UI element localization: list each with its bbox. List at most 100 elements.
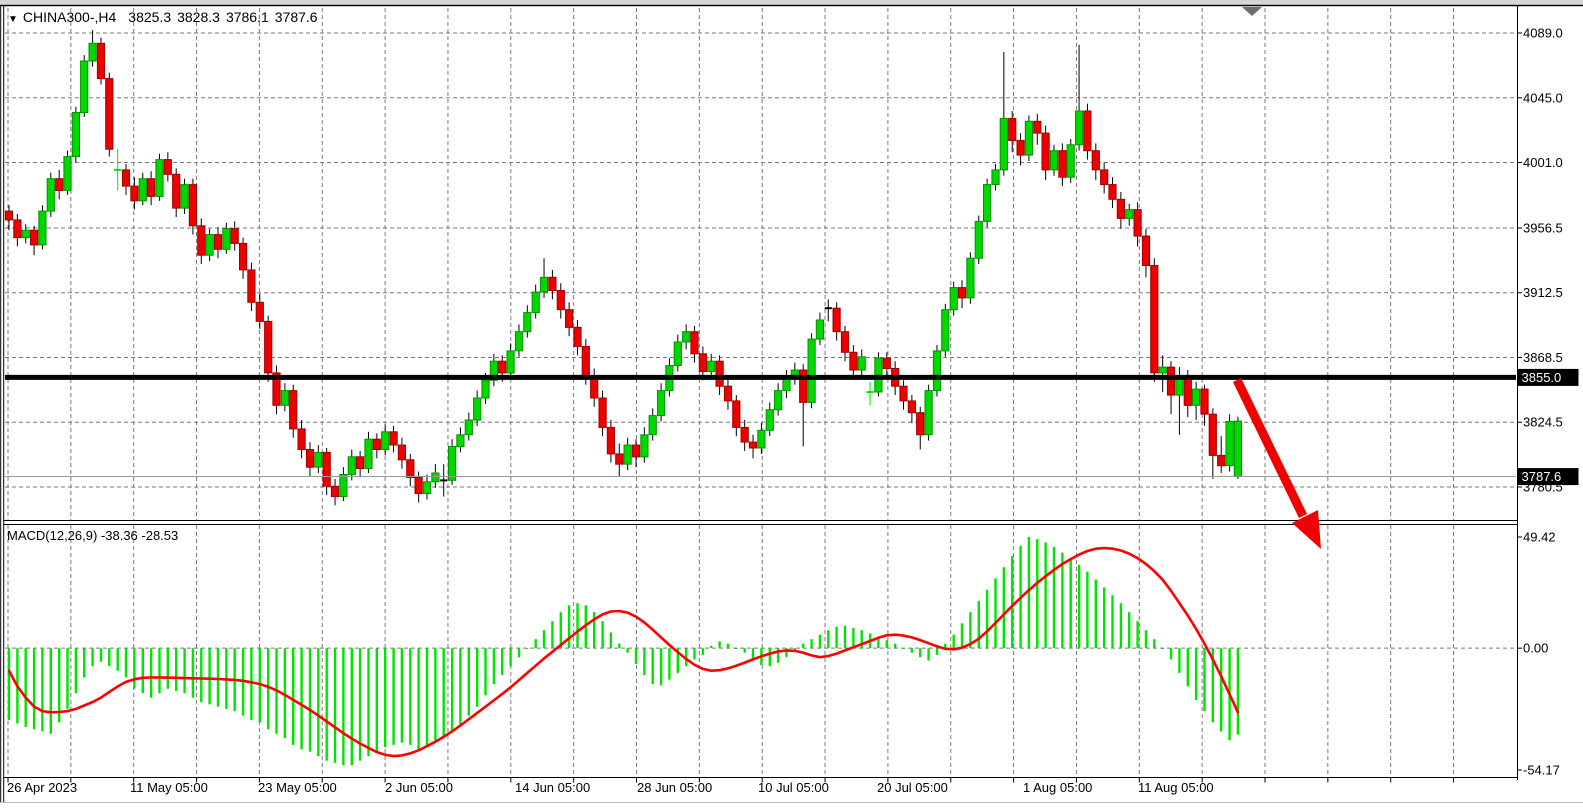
- macd-histogram-bar: [835, 626, 838, 649]
- bear-candle: [397, 444, 406, 461]
- bull-candle: [422, 481, 432, 495]
- macd-histogram-bar: [894, 643, 897, 649]
- bull-candle: [63, 156, 72, 191]
- bear-candle: [723, 385, 733, 402]
- macd-histogram-bar: [919, 648, 922, 658]
- macd-axis-label: 49.42: [1523, 530, 1556, 545]
- macd-histogram-bar: [7, 648, 11, 721]
- bear-candle: [147, 178, 156, 197]
- macd-histogram-bar: [400, 648, 404, 743]
- macd-histogram-bar: [476, 648, 479, 707]
- bear-candle: [264, 320, 273, 374]
- macd-histogram-bar: [83, 648, 86, 678]
- price-axis-label: 4001.0: [1523, 155, 1563, 170]
- macd-histogram-bar: [1061, 552, 1064, 649]
- bear-candle: [1133, 209, 1142, 237]
- date-axis-label: 10 Jul 05:00: [758, 780, 829, 795]
- bear-candle: [1166, 366, 1176, 396]
- bull-candle: [999, 117, 1008, 171]
- macd-histogram-bar: [685, 648, 688, 667]
- macd-histogram-bar: [24, 648, 27, 727]
- macd-histogram-bar: [58, 648, 61, 723]
- bear-candle: [1016, 139, 1025, 156]
- macd-histogram-bar: [91, 648, 94, 667]
- date-axis-label: 11 May 05:00: [130, 780, 208, 795]
- macd-histogram-bar: [267, 648, 270, 730]
- bear-candle: [1108, 184, 1117, 200]
- bear-candle: [172, 173, 181, 209]
- bull-candle: [807, 338, 816, 403]
- chart-shift-marker-icon[interactable]: [1242, 7, 1262, 16]
- macd-histogram-bar: [567, 605, 571, 649]
- bull-candle: [1175, 376, 1184, 396]
- macd-histogram-bar: [208, 648, 211, 705]
- price-axis-label: 4089.0: [1523, 26, 1563, 41]
- bear-candle: [406, 459, 415, 478]
- bull-candle: [1066, 144, 1075, 178]
- date-axis-label: 23 May 05:00: [258, 780, 337, 795]
- bull-candle: [514, 331, 524, 352]
- date-axis-label: 14 Jun 05:00: [515, 780, 590, 795]
- bear-candle: [1091, 150, 1100, 171]
- macd-histogram-bar: [32, 648, 36, 730]
- bear-candle: [1217, 454, 1226, 467]
- bull-candle: [1049, 150, 1059, 171]
- macd-histogram-bar: [668, 648, 671, 680]
- bull-candle: [974, 220, 983, 259]
- bear-candle: [849, 351, 858, 371]
- macd-histogram-bar: [710, 645, 713, 649]
- macd-histogram-bar: [885, 640, 888, 649]
- macd-axis-label: 0.00: [1523, 641, 1548, 656]
- quote-low: 3786.1: [225, 9, 269, 25]
- macd-histogram-bar: [969, 612, 972, 649]
- bull-candle: [983, 184, 992, 222]
- bear-candle: [389, 431, 398, 446]
- macd-histogram-bar: [450, 648, 454, 732]
- bear-candle: [322, 451, 331, 487]
- macd-histogram-bar: [409, 648, 412, 745]
- symbol-dropdown-icon[interactable]: ▼: [8, 14, 18, 25]
- trend-arrow-shaft[interactable]: [1232, 378, 1308, 518]
- candles-layer: [4, 30, 1243, 506]
- macd-histogram-bar: [292, 648, 295, 745]
- bear-candle: [565, 309, 574, 328]
- bear-candle: [356, 456, 365, 470]
- date-axis-label: 20 Jul 05:00: [877, 780, 948, 795]
- macd-histogram-bar: [116, 648, 119, 671]
- macd-histogram-bar: [726, 643, 730, 649]
- macd-histogram-bar: [952, 634, 955, 649]
- bear-candle: [899, 385, 908, 402]
- macd-histogram-bar: [735, 648, 738, 649]
- macd-histogram-bar: [1094, 579, 1097, 649]
- macd-histogram-bar: [551, 621, 554, 649]
- macd-histogram-bar: [141, 648, 144, 694]
- macd-histogram-bar: [1153, 639, 1156, 649]
- macd-histogram-bar: [701, 648, 705, 655]
- bull-candle: [364, 438, 373, 470]
- macd-histogram-bar: [1119, 603, 1123, 649]
- macd-histogram-bar: [509, 648, 512, 667]
- bull-candle: [314, 451, 323, 468]
- bear-candle: [13, 219, 22, 239]
- date-axis-label: 11 Aug 05:00: [1138, 780, 1214, 795]
- bull-candle: [1125, 209, 1134, 219]
- macd-histogram-bar: [927, 648, 930, 661]
- macd-histogram-bar: [392, 648, 395, 745]
- macd-histogram-bar: [358, 648, 362, 761]
- bear-candle: [372, 438, 381, 451]
- bear-candle: [615, 453, 624, 465]
- macd-histogram-bar: [1236, 648, 1240, 735]
- macd-histogram-bar: [1044, 542, 1047, 649]
- bull-candle: [489, 360, 498, 381]
- macd-histogram-bar: [743, 648, 746, 653]
- macd-histogram-bar: [149, 648, 153, 698]
- macd-histogram-bar: [559, 612, 562, 649]
- trend-arrow-head[interactable]: [1292, 510, 1321, 549]
- macd-histogram-bar: [902, 648, 905, 649]
- macd-histogram-bar: [325, 648, 328, 761]
- levels-layer: [5, 374, 1516, 478]
- bear-candle: [957, 287, 967, 299]
- macd-histogram-bar: [1011, 555, 1014, 649]
